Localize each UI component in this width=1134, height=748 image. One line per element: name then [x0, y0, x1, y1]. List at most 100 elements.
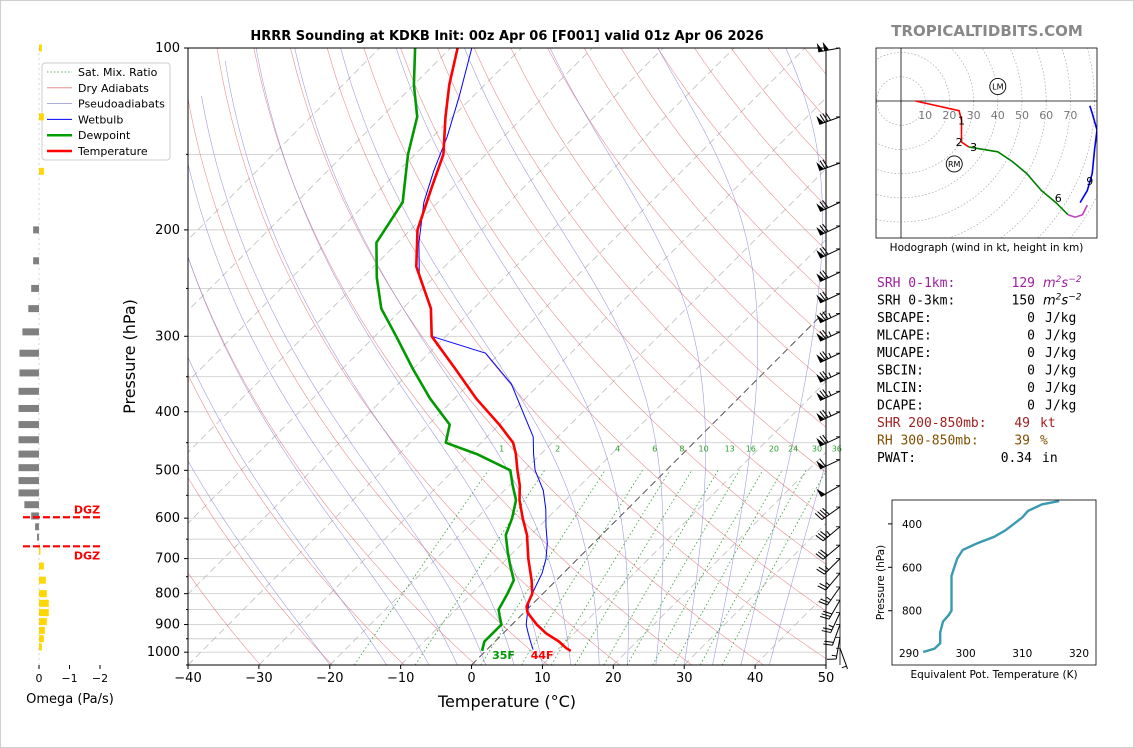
index-label: MLCIN:	[877, 381, 924, 396]
mixing-ratio-line	[550, 470, 671, 665]
mixing-ratio-label: 16	[746, 444, 756, 453]
wind-barb-pennant	[816, 42, 824, 52]
wind-barb-pennant	[816, 249, 825, 259]
hodograph-trace	[915, 100, 963, 135]
omega-bar	[39, 167, 44, 175]
moist-adiabat	[657, 48, 758, 665]
isotherm-line	[683, 522, 826, 665]
legend-entry: Wetbulb	[78, 113, 123, 126]
wind-barb-flag	[819, 509, 828, 517]
index-value: 0	[1027, 364, 1035, 379]
wind-barb-flag	[819, 458, 826, 467]
index-unit: in	[1042, 451, 1058, 466]
hodograph-ring-label: 50	[1015, 109, 1029, 122]
isotherm-line	[400, 239, 826, 665]
omega-axis-label: Omega (Pa/s)	[26, 692, 114, 707]
x-tick-label: −10	[387, 671, 414, 686]
index-unit: J/kg	[1045, 381, 1076, 396]
omega-bar	[18, 450, 39, 458]
wind-barb-flag	[817, 511, 825, 519]
omega-bar	[18, 436, 39, 444]
wind-barb-staff	[828, 599, 841, 620]
dry-adiabat	[188, 374, 405, 665]
dewpoint-line	[375, 48, 518, 652]
wind-barb-staff	[832, 624, 841, 646]
theta-e-x-tick-label: 310	[1012, 648, 1032, 660]
index-unit: kt	[1040, 416, 1056, 431]
dry-adiabat	[510, 48, 826, 428]
wind-barb-staff	[826, 586, 841, 606]
wind-barb-flag	[817, 585, 827, 591]
dry-adiabat	[216, 48, 621, 665]
wind-barb-flag	[822, 159, 829, 168]
dry-adiabat	[188, 572, 261, 665]
wind-barb-pennant	[816, 203, 825, 212]
hodograph-ring-label: 30	[967, 109, 981, 122]
isotherm-line	[613, 451, 826, 665]
moist-adiabat	[201, 95, 486, 665]
wind-barb-flag	[818, 601, 828, 606]
wind-barb-staff	[819, 372, 841, 383]
wind-barb-halfflag	[828, 624, 834, 628]
dry-adiabat	[473, 48, 826, 473]
mixing-ratio-label: 30	[812, 444, 822, 453]
theta-e-line	[922, 500, 1060, 654]
wind-barb-flag	[816, 568, 825, 575]
index-value: 150	[1012, 294, 1035, 309]
legend-entry: Sat. Mix. Ratio	[78, 66, 158, 79]
wind-barb-staff	[824, 558, 841, 575]
index-value: 0	[1027, 399, 1035, 414]
wind-barb-flag	[819, 390, 826, 399]
wind-barb-pennant	[816, 314, 825, 323]
wind-barb-flag	[819, 372, 826, 381]
hodograph-caption: Hodograph (wind in kt, height in km)	[890, 242, 1084, 254]
mixing-ratio-line	[353, 470, 489, 665]
omega-bar	[39, 44, 42, 52]
omega-bar	[39, 562, 44, 570]
isotherm-line	[188, 48, 593, 453]
omega-bar	[39, 643, 42, 651]
y-tick-label: 1000	[147, 645, 180, 660]
y-tick-label: 700	[155, 552, 180, 567]
omega-bar	[39, 626, 45, 634]
theta-e-frame	[891, 499, 1097, 666]
dry-adiabat	[400, 48, 826, 565]
y-tick-label: 200	[155, 223, 180, 238]
wind-barb-staff	[819, 271, 841, 282]
hodograph-trace	[1067, 204, 1089, 219]
legend-entry: Temperature	[77, 145, 148, 158]
wind-barb-pennant	[816, 460, 825, 469]
wind-barb-pennant	[816, 294, 825, 303]
wind-barb-pennant	[816, 437, 825, 447]
index-unit: J/kg	[1045, 399, 1076, 414]
y-tick-label: 500	[155, 463, 180, 478]
mixing-ratio-line	[414, 470, 546, 665]
index-label: SRH 0-3km:	[877, 294, 955, 309]
x-tick-label: 30	[676, 671, 693, 686]
wind-barb-flag	[822, 270, 829, 278]
wind-barb-staff	[825, 572, 841, 591]
index-value: 0	[1027, 346, 1035, 361]
wetbulb-line	[418, 48, 548, 650]
wind-barb-flag	[817, 532, 826, 540]
omega-bar	[39, 635, 44, 643]
isotherm-line	[542, 380, 826, 665]
wind-barb-flag	[822, 370, 829, 379]
dry-adiabat	[188, 96, 549, 665]
index-unit: J/kg	[1045, 329, 1076, 344]
wind-barb-flag	[819, 352, 826, 361]
theta-e-x-tick-label: 300	[956, 648, 976, 660]
storm-motion-label: RM	[948, 160, 961, 169]
theta-e-y-tick-label: 600	[902, 562, 922, 574]
wind-barb-flag	[821, 613, 831, 618]
wind-barb-pennant	[816, 374, 825, 383]
wind-barb-flag	[822, 507, 830, 515]
wind-barb-flag	[822, 291, 829, 300]
wind-barb-flag	[823, 610, 833, 615]
dgz-label: DGZ	[74, 549, 100, 562]
storm-motion-marker	[945, 155, 963, 173]
index-unit: m2s−2	[1043, 293, 1082, 309]
x-tick-label: 20	[605, 671, 622, 686]
